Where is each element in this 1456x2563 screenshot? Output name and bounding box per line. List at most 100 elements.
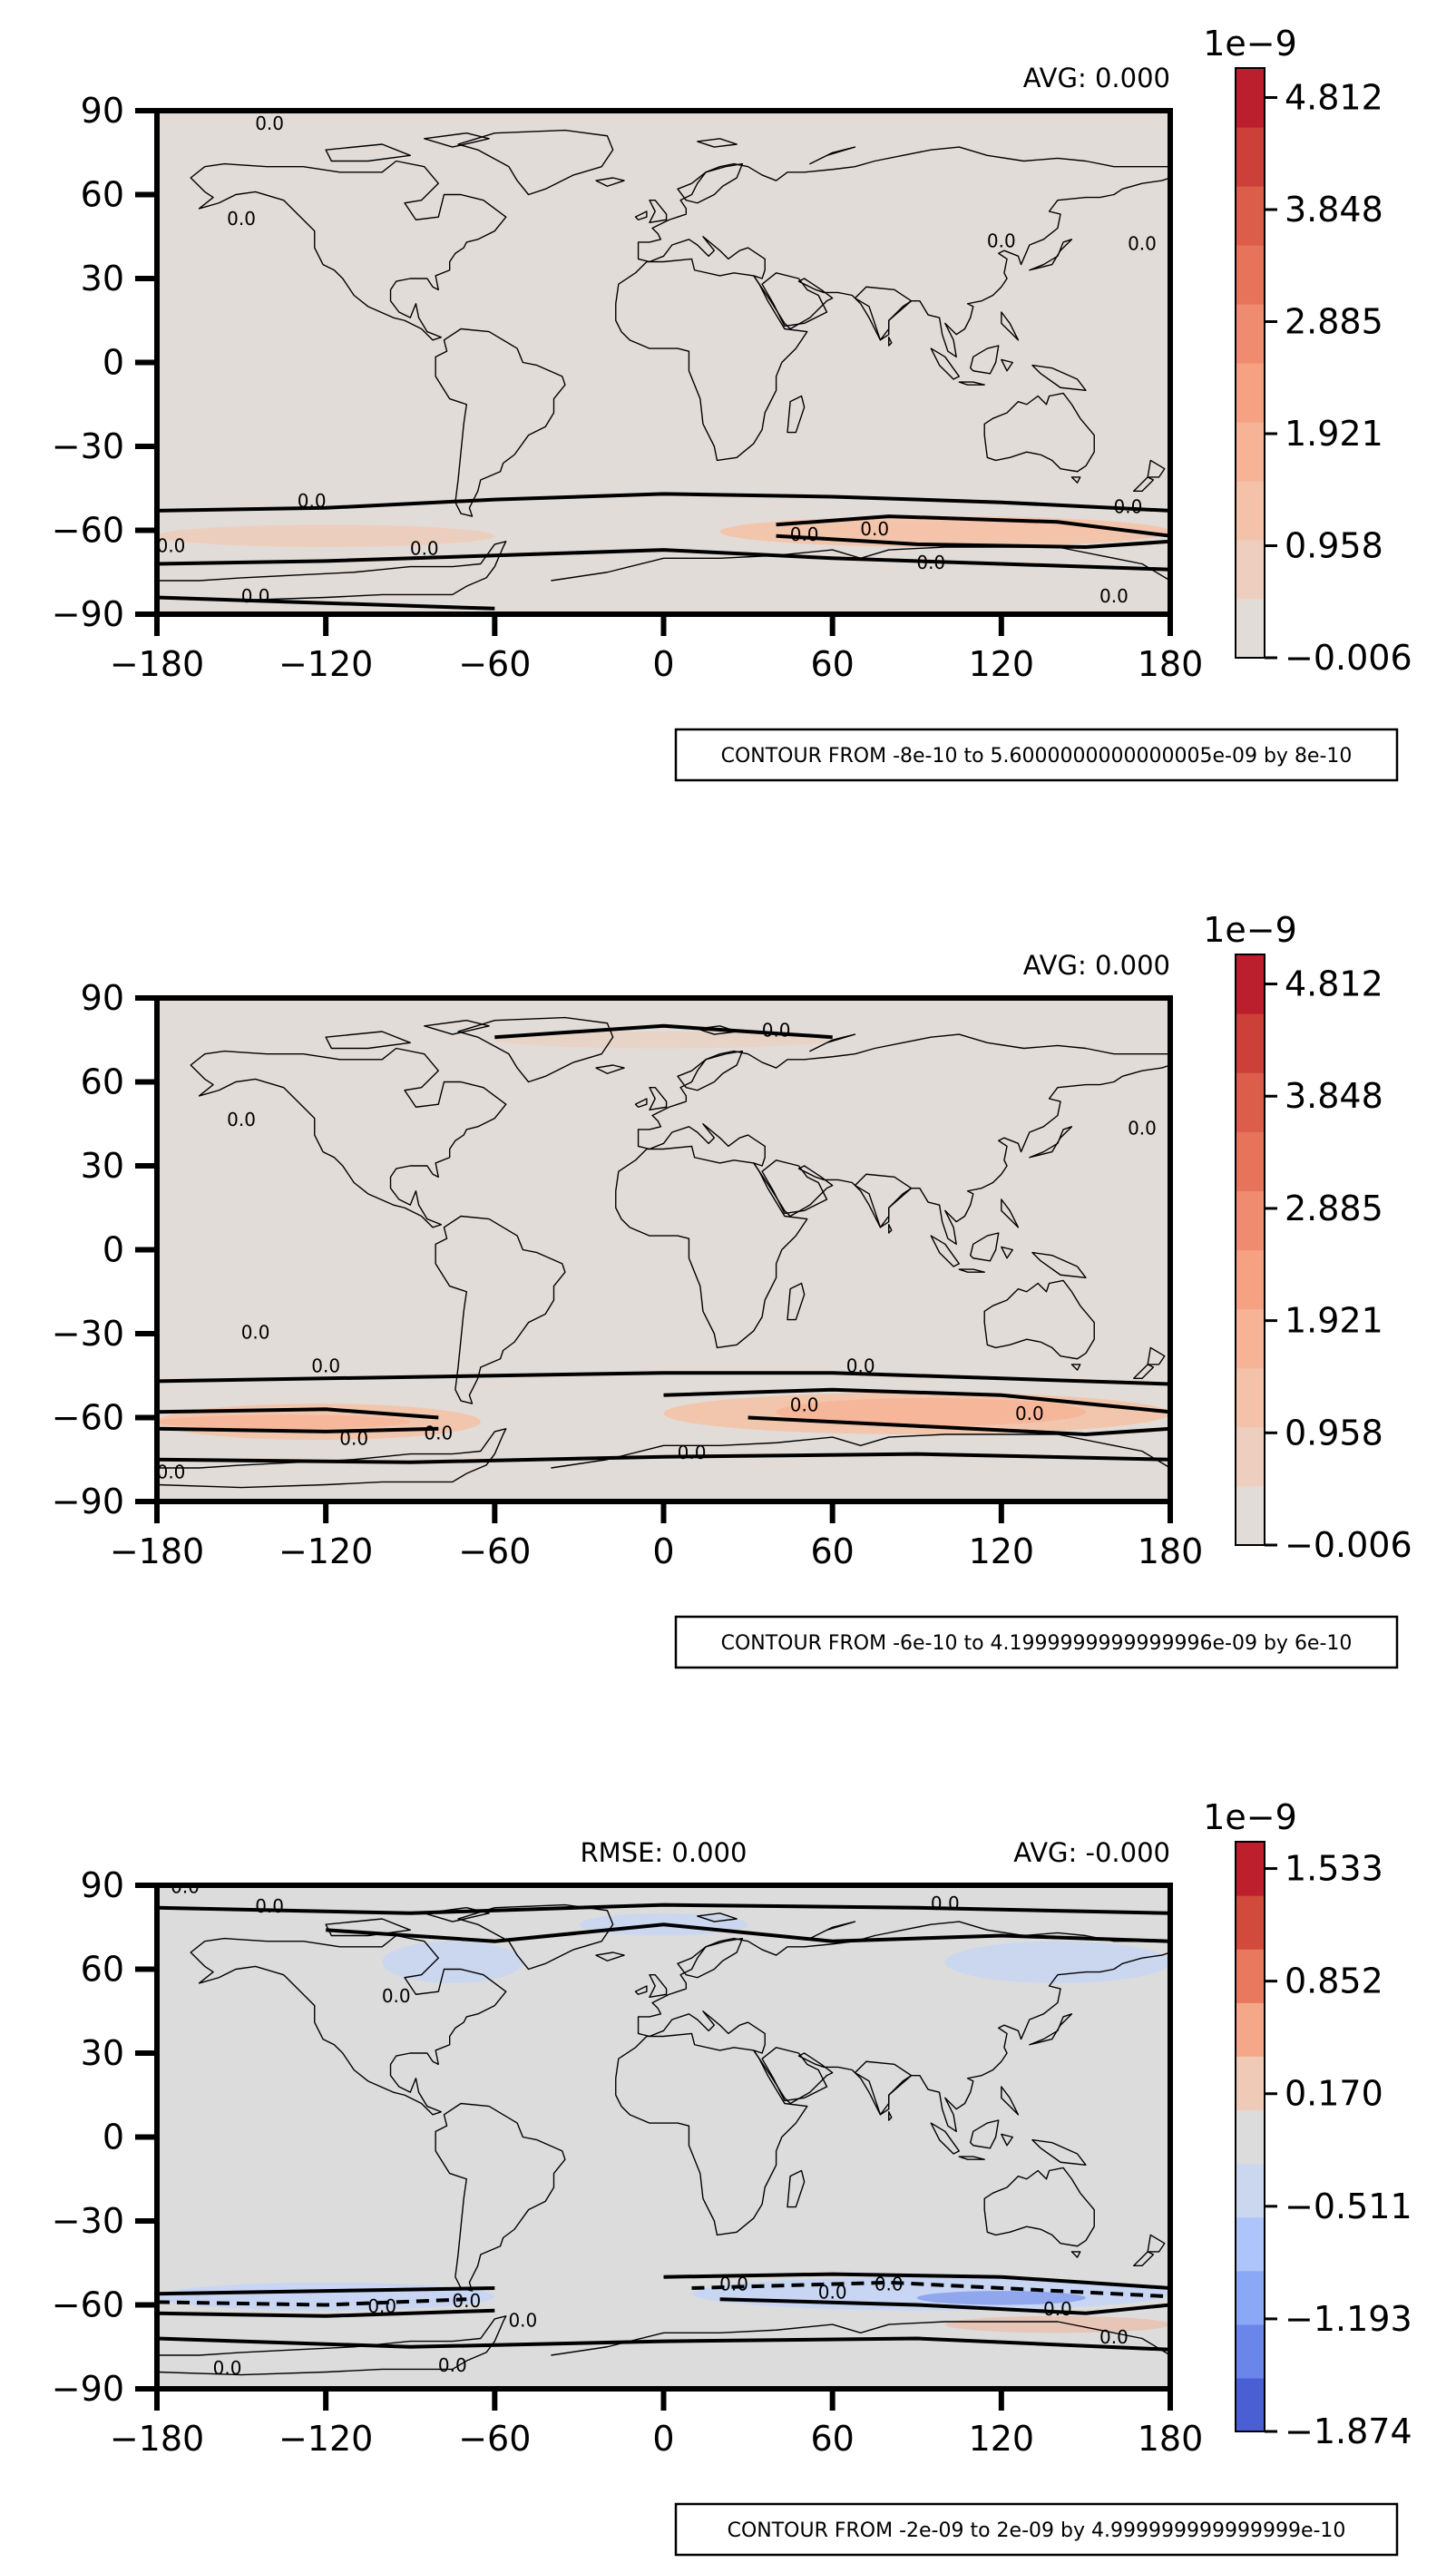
x-tick-label: 60 bbox=[810, 2419, 854, 2459]
colorbar-segment bbox=[1236, 599, 1265, 659]
contour-value-label: 0.0 bbox=[410, 538, 439, 560]
contour-value-label: 0.0 bbox=[1128, 233, 1157, 255]
contour-line bbox=[663, 2272, 1170, 2290]
y-tick-label: −90 bbox=[52, 594, 124, 634]
x-tick-label: 180 bbox=[1138, 1531, 1204, 1571]
contour-value-label: 0.0 bbox=[508, 2310, 537, 2332]
contour-value-label: 0.0 bbox=[157, 1462, 186, 1483]
contour-line bbox=[157, 492, 1170, 513]
contour-value-label: 0.0 bbox=[719, 2273, 748, 2294]
colorbar-segment bbox=[1236, 186, 1265, 246]
map-panel-3: 0.0 0.0 0.0 0.0 0.0 0.0 0.0 0.0 0.0 0.0 0.0 0.0 0.0 0… bbox=[52, 1797, 1412, 2557]
x-tick-label: 0 bbox=[652, 644, 674, 684]
y-tick-label: 60 bbox=[81, 175, 124, 215]
y-tick-label: 0 bbox=[103, 2118, 124, 2157]
colorbar-segment bbox=[1236, 540, 1265, 600]
contour-line bbox=[157, 548, 1170, 572]
map-panel-2: 0.0 0.0 0.0 0.0 0.0 0.0 0.0 0.0 0.0 0.0 0.0 0.0 −180… bbox=[52, 910, 1412, 1669]
contour-value-label: 0.0 bbox=[790, 1394, 819, 1416]
contour-labels: 0.0 0.0 0.0 0.0 0.0 0.0 0.0 0.0 0.0 0.0 0.0 0.0 0.0 0… bbox=[171, 1876, 1129, 2379]
contour-labels: 0.0 0.0 0.0 0.0 0.0 0.0 0.0 0.0 0.0 0.0 0.0 0.0 0.0 bbox=[157, 112, 1157, 607]
colorbar-segment bbox=[1236, 481, 1265, 541]
colorbar-segment bbox=[1236, 1895, 1265, 1950]
colorbar-segment bbox=[1236, 2270, 1265, 2325]
contour-line bbox=[157, 2286, 495, 2296]
colorbar-tick-label: −1.874 bbox=[1285, 2411, 1412, 2451]
contour-value-label: 0.0 bbox=[818, 2282, 847, 2304]
colorbar-segment bbox=[1236, 2377, 1265, 2432]
x-tick-label: −60 bbox=[458, 2419, 531, 2459]
y-tick-label: 30 bbox=[81, 2033, 124, 2073]
colorbar: 1.533 0.852 0.170 −0.511 −1.193 −1.874 1e−9 bbox=[1203, 1797, 1412, 2451]
rmse-label: RMSE: 0.000 bbox=[581, 1837, 748, 1868]
x-tick-label: 0 bbox=[652, 2419, 674, 2459]
contour-value-label: 0.0 bbox=[213, 2357, 242, 2379]
contour-value-label: 0.0 bbox=[171, 1876, 200, 1898]
colorbar-tick-label: 3.848 bbox=[1285, 1076, 1383, 1116]
y-tick-label: 90 bbox=[81, 1865, 124, 1905]
contour-note-frame bbox=[674, 728, 1399, 782]
contour-value-label: 0.0 bbox=[931, 1893, 960, 1914]
colorbar-segment bbox=[1236, 1949, 1265, 2003]
contour-line-dashed bbox=[691, 2280, 1170, 2299]
field-band bbox=[832, 522, 1114, 539]
colorbar-segment bbox=[1236, 1131, 1265, 1191]
map-panel-1: 0.0 0.0 0.0 0.0 0.0 0.0 0.0 0.0 0.0 0.0 0.0 0.0 0.0 −… bbox=[52, 24, 1412, 782]
colorbar-segment bbox=[1236, 422, 1265, 482]
colorbar-segment bbox=[1236, 1367, 1265, 1428]
colorbar-segment bbox=[1236, 1308, 1265, 1369]
colorbar-segment bbox=[1236, 1842, 1265, 1896]
field-band bbox=[944, 2315, 1170, 2333]
contour-line bbox=[663, 1387, 1170, 1414]
contour-value-label: 0.0 bbox=[1043, 2298, 1072, 2320]
colorbar-segment bbox=[1236, 1013, 1265, 1073]
contour-value-label: 0.0 bbox=[1099, 585, 1129, 607]
contour-line bbox=[748, 1415, 1170, 1437]
x-tick-label: −120 bbox=[278, 644, 373, 684]
colorbar-tick-label: 0.170 bbox=[1285, 2074, 1383, 2114]
x-tick-label: −120 bbox=[278, 2419, 373, 2459]
x-tick-label: 180 bbox=[1138, 2419, 1204, 2459]
colorbar-tick-label: 4.812 bbox=[1285, 964, 1383, 1004]
y-tick-label: −60 bbox=[52, 511, 124, 551]
colorbar-segment bbox=[1236, 2002, 1265, 2057]
contour-note-box: CONTOUR FROM -6e-10 to 4.199999999999999… bbox=[674, 1615, 1399, 1669]
y-tick-label: −90 bbox=[52, 2369, 124, 2409]
avg-label: AVG: 0.000 bbox=[1023, 950, 1170, 981]
colorbar-tick-label: 2.885 bbox=[1285, 1189, 1383, 1228]
contour-value-label: 0.0 bbox=[452, 2290, 481, 2312]
contour-note-text: CONTOUR FROM -2e-09 to 2e-09 by 4.999999… bbox=[728, 2519, 1346, 2542]
contour-value-label: 0.0 bbox=[860, 518, 889, 540]
negative-contours bbox=[157, 2280, 1170, 2307]
colorbar-multiplier: 1e−9 bbox=[1203, 910, 1297, 950]
colorbar-frame bbox=[1235, 67, 1265, 659]
colorbar-tick-label: 0.852 bbox=[1285, 1961, 1383, 2001]
colorbar: 4.812 3.848 2.885 1.921 0.958 −0.006 1e−9 bbox=[1203, 24, 1412, 678]
contour-value-label: 0.0 bbox=[339, 1428, 368, 1450]
contour-line bbox=[157, 1452, 1170, 1464]
x-tick-label: 60 bbox=[810, 644, 854, 684]
contour-value-label: 0.0 bbox=[227, 1109, 256, 1130]
contour-value-label: 0.0 bbox=[1114, 495, 1143, 517]
colorbar-tick-label: 3.848 bbox=[1285, 190, 1383, 230]
contour-lines bbox=[157, 1903, 1170, 2352]
contour-value-label: 0.0 bbox=[1015, 1403, 1044, 1424]
contour-value-label: 0.0 bbox=[762, 1020, 791, 1042]
contour-value-label: 0.0 bbox=[790, 523, 819, 545]
contour-lines bbox=[157, 492, 1170, 611]
contour-line bbox=[157, 1903, 1170, 1915]
y-tick-label: −30 bbox=[52, 426, 124, 466]
contour-line bbox=[326, 1922, 1170, 1943]
field-band bbox=[916, 2291, 1086, 2305]
x-tick-label: 120 bbox=[969, 644, 1035, 684]
colorbar-segment bbox=[1236, 363, 1265, 423]
colorbar-tick-label: 1.921 bbox=[1285, 1301, 1383, 1341]
colorbar-segment bbox=[1236, 127, 1265, 187]
colorbar-multiplier: 1e−9 bbox=[1203, 24, 1297, 64]
contour-value-label: 0.0 bbox=[367, 2295, 396, 2317]
y-tick-label: 60 bbox=[81, 1062, 124, 1102]
contour-value-label: 0.0 bbox=[157, 535, 186, 557]
colorbar-segment bbox=[1236, 245, 1265, 305]
colorbar-segment bbox=[1236, 1249, 1265, 1310]
colorbar-segment bbox=[1236, 2216, 1265, 2272]
